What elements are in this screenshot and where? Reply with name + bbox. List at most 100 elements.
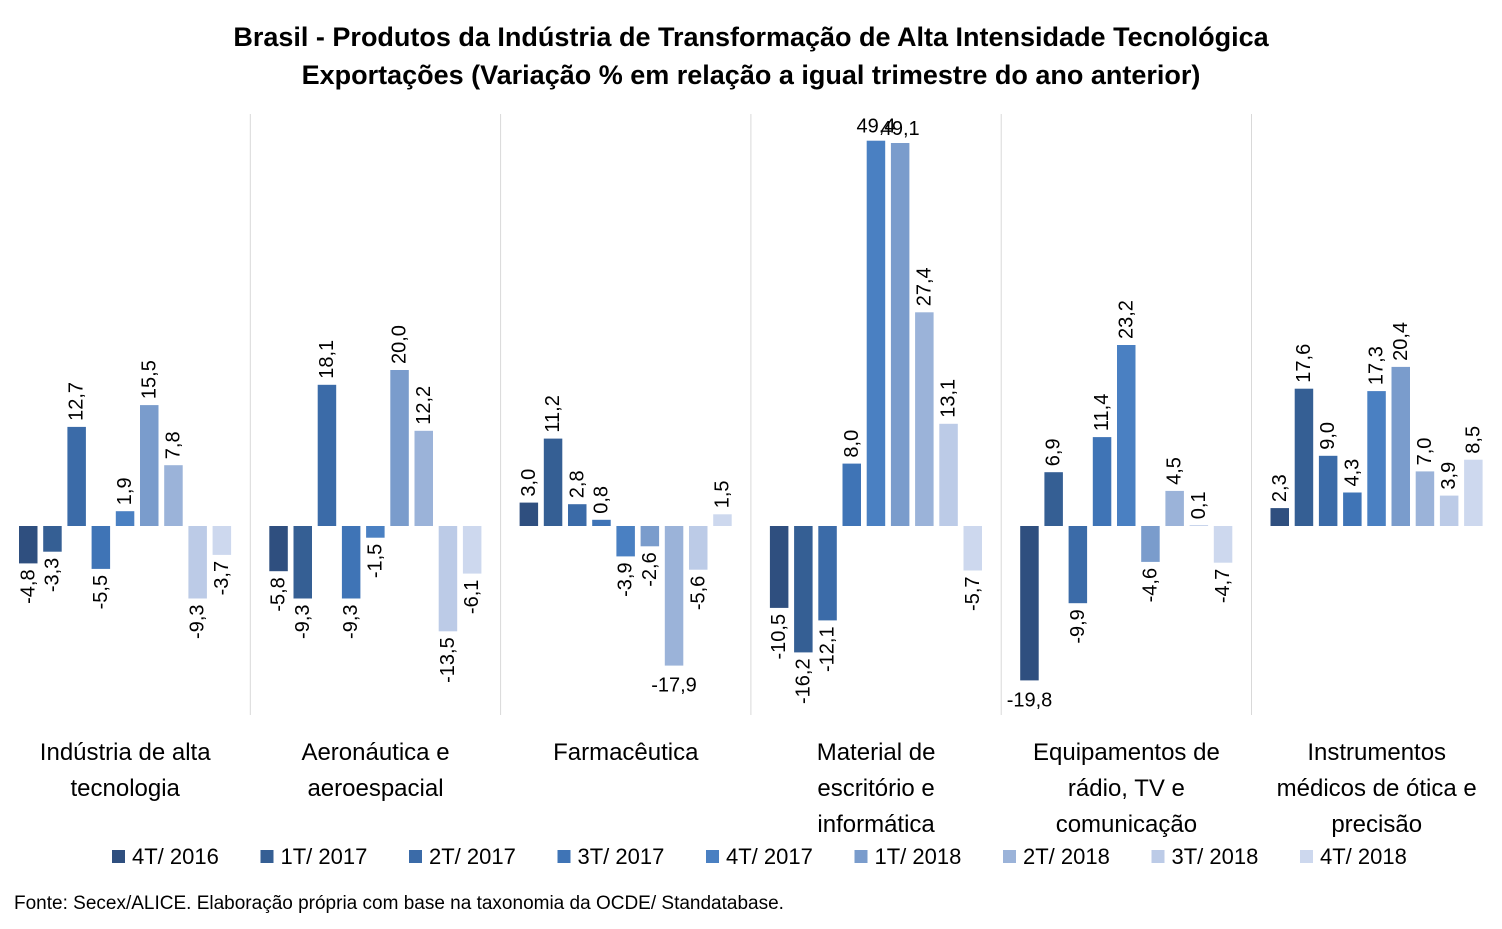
data-label: -10,5 xyxy=(768,614,790,660)
bar xyxy=(1294,388,1314,526)
data-label: -13,5 xyxy=(437,637,459,683)
category-label: precisão xyxy=(1331,811,1422,838)
legend-item: 4T/ 2017 xyxy=(726,844,813,869)
legend-swatch xyxy=(1151,850,1165,863)
data-label: 9,0 xyxy=(1317,422,1339,450)
data-label: -12,1 xyxy=(817,626,839,672)
category-label: informática xyxy=(817,811,935,838)
data-label: 49,4 xyxy=(857,116,896,138)
data-label: 18,1 xyxy=(316,340,338,379)
data-label: 1,9 xyxy=(114,477,136,505)
bar xyxy=(1189,525,1209,526)
data-label: -9,3 xyxy=(187,605,209,639)
bar xyxy=(1044,472,1063,526)
data-label: -5,6 xyxy=(687,576,709,610)
category-label: Instrumentos xyxy=(1307,739,1446,766)
bar xyxy=(939,423,958,526)
data-label: 0,1 xyxy=(1188,491,1210,519)
data-label: 6,9 xyxy=(1043,438,1065,466)
bar xyxy=(689,526,708,570)
data-label: 11,2 xyxy=(542,395,564,432)
data-label: 8,5 xyxy=(1462,426,1484,454)
data-label: 49,1 xyxy=(881,118,920,140)
data-label: 0,8 xyxy=(591,486,613,514)
bar xyxy=(19,526,38,564)
data-label: -4,8 xyxy=(17,569,39,603)
data-label: 7,8 xyxy=(162,431,184,459)
bar xyxy=(1391,366,1410,526)
data-label: 3,9 xyxy=(1438,462,1460,490)
data-label: -4,6 xyxy=(1140,568,1162,602)
data-label: -1,5 xyxy=(364,544,386,578)
bar xyxy=(616,526,635,557)
bar xyxy=(769,526,789,608)
category-label: escritório e xyxy=(817,775,934,802)
bar xyxy=(140,405,159,526)
category-label: comunicação xyxy=(1056,811,1197,838)
bar xyxy=(963,526,982,571)
legend-item: 1T/ 2018 xyxy=(875,844,962,869)
bar xyxy=(188,526,207,599)
bar xyxy=(67,426,86,526)
bar xyxy=(1464,459,1483,526)
bar xyxy=(293,526,312,599)
legend-swatch xyxy=(112,850,125,863)
legend-item: 2T/ 2017 xyxy=(429,844,516,869)
data-label: 20,4 xyxy=(1390,322,1412,361)
category-label: Indústria de alta xyxy=(40,739,211,766)
data-label: -9,9 xyxy=(1067,609,1089,643)
bar xyxy=(414,430,433,526)
data-label: -5,7 xyxy=(962,577,984,611)
bar xyxy=(438,526,458,632)
legend-swatch xyxy=(1300,850,1313,863)
data-label: -3,7 xyxy=(211,561,233,595)
category-label: médicos de ótica e xyxy=(1277,775,1477,802)
data-label: -9,3 xyxy=(292,605,314,639)
bar xyxy=(794,526,813,653)
data-label: 23,2 xyxy=(1115,300,1137,339)
data-label: 12,7 xyxy=(66,382,88,421)
legend-swatch xyxy=(1003,850,1016,863)
bar xyxy=(1092,437,1112,526)
bar xyxy=(1367,391,1386,526)
bar xyxy=(713,514,732,526)
bar xyxy=(818,526,837,621)
data-label: 11,4 xyxy=(1091,394,1113,431)
bar xyxy=(1213,526,1233,563)
category-label: Equipamentos de xyxy=(1033,739,1220,766)
bar xyxy=(317,384,337,526)
data-label: -19,8 xyxy=(1007,689,1053,711)
bar xyxy=(592,519,611,526)
bar xyxy=(568,504,587,526)
legend-swatch xyxy=(854,850,868,863)
data-label: 4,5 xyxy=(1164,457,1186,485)
bar xyxy=(212,526,232,555)
bar xyxy=(390,370,409,526)
legend-item: 3T/ 2017 xyxy=(578,844,665,869)
bar xyxy=(115,511,135,526)
chart-subtitle: Exportações (Variação % em relação a igu… xyxy=(301,60,1201,90)
category-label: rádio, TV e xyxy=(1068,775,1185,802)
bar xyxy=(1343,492,1362,526)
data-label: 13,1 xyxy=(938,379,960,418)
legend-swatch xyxy=(706,850,719,863)
bar xyxy=(1318,455,1338,526)
legend-swatch xyxy=(409,850,422,863)
bar xyxy=(43,526,62,552)
data-label: -17,9 xyxy=(651,675,697,697)
category-label: Aeronáutica e xyxy=(301,739,449,766)
data-label: -3,9 xyxy=(615,562,637,596)
bar xyxy=(164,465,183,526)
chart-title: Brasil - Produtos da Indústria de Transf… xyxy=(233,22,1269,52)
category-label: tecnologia xyxy=(70,775,180,802)
bar xyxy=(1068,526,1088,604)
bar xyxy=(366,526,385,538)
legend-item: 4T/ 2018 xyxy=(1320,844,1407,869)
data-label: 27,4 xyxy=(913,267,935,306)
bar xyxy=(866,140,886,526)
bar xyxy=(664,526,684,666)
data-label: 3,0 xyxy=(518,469,540,497)
category-label: aeroespacial xyxy=(307,775,443,802)
